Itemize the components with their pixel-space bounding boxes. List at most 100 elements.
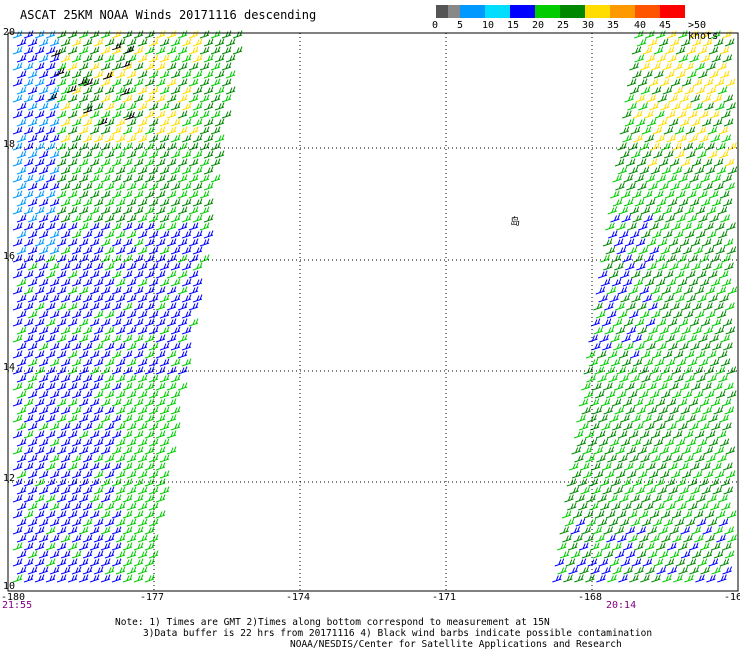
wind-barb [23, 270, 34, 279]
wind-barb [78, 574, 89, 583]
wind-barb [12, 494, 23, 503]
wind-barb [111, 446, 122, 455]
wind-barb [724, 382, 734, 391]
wind-barb [693, 102, 703, 111]
wind-barb [111, 510, 122, 519]
wind-barb [144, 238, 155, 247]
wind-barb [144, 222, 155, 231]
wind-barb [604, 302, 614, 311]
wind-barb [67, 206, 78, 215]
wind-barb [680, 262, 690, 271]
wind-barb [570, 550, 581, 559]
wind-barb [580, 486, 591, 495]
wind-barb [203, 102, 214, 111]
wind-barb [691, 382, 701, 391]
wind-barb [38, 278, 49, 287]
wind-barb [16, 182, 27, 191]
wind-barb [601, 542, 611, 551]
wind-barb [104, 326, 115, 335]
wind-barb [67, 574, 78, 583]
wind-barb [12, 110, 23, 119]
wind-barb [177, 94, 188, 103]
wind-barb [148, 358, 159, 367]
wind-barb [78, 558, 89, 567]
wind-barb [644, 502, 654, 511]
wind-barb [159, 246, 170, 255]
wind-barb [708, 46, 719, 55]
wind-barb [663, 126, 674, 135]
wind-barb [71, 342, 82, 351]
wind-barb [686, 150, 696, 159]
colorbar-segment [585, 5, 610, 18]
wind-barb [166, 430, 177, 439]
wind-barb [700, 54, 711, 63]
wind-barb [27, 102, 38, 111]
wind-barb [148, 38, 159, 47]
wind-barb [675, 414, 685, 423]
wind-barb [673, 86, 684, 95]
wind-barb [104, 102, 115, 111]
wind-barb [12, 78, 23, 87]
wind-barb [137, 54, 148, 63]
wind-barb [155, 158, 166, 167]
wind-barb [598, 294, 608, 303]
wind-barb [126, 70, 137, 79]
wind-barb [78, 254, 89, 263]
wind-barb [78, 382, 89, 391]
wind-barb [676, 334, 686, 343]
wind-barb [188, 302, 199, 311]
wind-barb [38, 182, 49, 191]
wind-barb [82, 550, 93, 559]
wind-barb [155, 414, 166, 423]
wind-barb [615, 470, 626, 479]
wind-barb [38, 518, 49, 527]
wind-barb [166, 46, 177, 55]
wind-barb [188, 62, 199, 71]
wind-barb [115, 246, 126, 255]
wind-barb [723, 94, 734, 103]
wind-barb [71, 374, 82, 383]
wind-barb [71, 486, 82, 495]
wind-barb [181, 246, 192, 255]
wind-barb [683, 310, 694, 319]
wind-barb [122, 366, 133, 375]
wind-barb [16, 38, 27, 47]
wind-barb [640, 62, 650, 71]
wind-barb [82, 486, 93, 495]
wind-barb [23, 286, 34, 295]
wind-barb [692, 326, 703, 335]
wind-barb [642, 294, 652, 303]
wind-barb [155, 254, 166, 263]
wind-barb [67, 110, 78, 119]
wind-barb [71, 262, 82, 271]
wind-barb [657, 486, 668, 495]
wind-barb [690, 342, 700, 351]
wind-barb [67, 142, 78, 151]
wind-barb [34, 158, 45, 167]
wind-barb [159, 294, 170, 303]
wind-barb [166, 190, 177, 199]
wind-barb [622, 502, 632, 511]
wind-barb [71, 438, 82, 447]
wind-barb [89, 510, 100, 519]
wind-barb [623, 542, 633, 551]
wind-barb [170, 86, 181, 95]
wind-barb [49, 486, 60, 495]
wind-barb [122, 414, 133, 423]
wind-barb [60, 438, 71, 447]
wind-barb [177, 222, 188, 231]
wind-barb [144, 558, 155, 567]
wind-barb [122, 174, 133, 183]
wind-barb [181, 198, 192, 207]
wind-barb [691, 550, 702, 559]
wind-barb [49, 294, 60, 303]
wind-barb [712, 94, 723, 103]
wind-barb [100, 302, 111, 311]
wind-barb [71, 294, 82, 303]
wind-barb [670, 326, 681, 335]
colorbar-label: 35 [607, 20, 620, 31]
wind-barb [71, 54, 82, 63]
wind-barb [27, 278, 38, 287]
wind-barb [214, 150, 225, 159]
wind-barb [638, 102, 648, 111]
